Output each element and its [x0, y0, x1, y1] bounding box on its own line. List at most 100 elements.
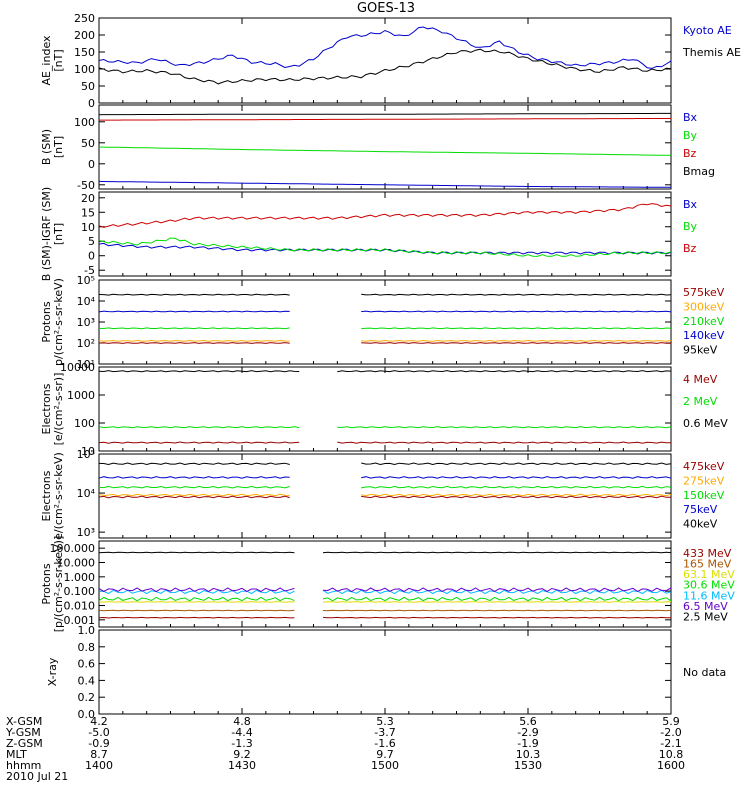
- footer-value: -0.9: [88, 737, 109, 750]
- footer-value: 9.7: [376, 748, 394, 761]
- y-tick-label: 0: [88, 250, 95, 263]
- series-line-30-6-mev: [98, 596, 672, 602]
- footer-value: 5.9: [662, 715, 680, 728]
- footer-date: 2010 Jul 21: [6, 770, 68, 783]
- y-tick-label: 100.000: [50, 542, 96, 555]
- footer-row-label: X-GSM: [6, 715, 42, 728]
- series-line-575kev: [98, 342, 671, 344]
- legend-label: 475keV: [683, 460, 725, 473]
- y-tick-label: 0.4: [78, 674, 96, 687]
- y-tick-label: 0.010: [64, 600, 96, 613]
- footer-value: 9.2: [233, 748, 251, 761]
- y-tick-label: 100: [74, 417, 95, 430]
- y-axis-label: B (SM): [40, 129, 53, 165]
- y-tick-label: 150: [74, 46, 95, 59]
- y-tick-label: 10.000: [57, 557, 96, 570]
- y-tick-label: 10⁴: [77, 295, 96, 308]
- y-tick-label: 100: [74, 116, 95, 129]
- y-tick-label: 20: [81, 192, 95, 205]
- footer-value: 10.8: [659, 748, 684, 761]
- series-line-bmag: [98, 112, 671, 116]
- y-tick-label: 10³: [77, 316, 95, 329]
- y-axis-label: [e/(cm²-s-sr)]: [52, 373, 65, 446]
- footer-value: 1500: [371, 759, 399, 772]
- panel-frame: [98, 366, 672, 452]
- panel-frame: [98, 191, 672, 277]
- y-tick-label: 15: [81, 206, 95, 219]
- y-axis-label: [p/(cm²-s-sr-keV)]: [52, 536, 65, 633]
- legend-label: Bx: [683, 111, 698, 124]
- y-tick-label: 1000: [67, 389, 95, 402]
- footer-value: -5.0: [88, 726, 109, 739]
- footer-value: 8.7: [90, 748, 108, 761]
- series-line-75kev: [98, 476, 672, 479]
- series-line-210kev: [98, 327, 672, 330]
- y-tick-label: 10³: [77, 526, 95, 539]
- series-line-95kev: [98, 293, 672, 296]
- series-line-165-mev: [98, 609, 672, 612]
- footer-value: 10.3: [516, 748, 541, 761]
- y-axis-label: B (SM)-IGRF (SM): [40, 187, 53, 281]
- footer-row-label: Y-GSM: [5, 726, 41, 739]
- legend-label: 40keV: [683, 518, 718, 531]
- legend-label: 140keV: [683, 329, 725, 342]
- y-axis-label: [nT]: [52, 136, 65, 158]
- footer-value: -2.0: [660, 726, 681, 739]
- legend-label: Kyoto AE: [683, 24, 732, 37]
- y-tick-label: 100: [74, 63, 95, 76]
- footer-value: 1400: [85, 759, 113, 772]
- y-tick-label: 10000: [60, 361, 95, 374]
- legend-label: 6.5 MeV: [683, 600, 728, 613]
- legend-label: 4 MeV: [683, 373, 718, 386]
- footer-value: 1600: [657, 759, 685, 772]
- series-line-475kev: [98, 495, 671, 499]
- panel-5: 10 100 1000 10000 Electrons [e/(cm²-s-sr)] 4 M…: [40, 361, 728, 458]
- panel-frame: [98, 629, 672, 715]
- panel-frame: [98, 279, 672, 365]
- legend-label: Bx: [683, 198, 698, 211]
- y-tick-label: 10⁴: [77, 487, 96, 500]
- legend-label: 63.1 MeV: [683, 568, 735, 581]
- y-axis-label: Electrons: [40, 383, 53, 434]
- y-tick-label: 0.100: [64, 585, 96, 598]
- legend-label: Bz: [683, 147, 697, 160]
- y-tick-label: 10: [81, 221, 95, 234]
- series-line-0-6-mev: [98, 370, 672, 373]
- legend-label: 433 MeV: [683, 547, 732, 560]
- footer-value: -1.6: [374, 737, 395, 750]
- y-axis-label: e/(cm²-s-sr-keV): [52, 452, 65, 540]
- legend-label: 30.6 MeV: [683, 579, 735, 592]
- series-line-150kev: [98, 485, 672, 489]
- y-tick-label: 0: [88, 158, 95, 171]
- legend-label: 165 MeV: [683, 558, 732, 571]
- y-axis-label: Electrons: [40, 470, 53, 521]
- footer-value: 4.8: [233, 715, 251, 728]
- legend-label: 150keV: [683, 489, 725, 502]
- y-tick-label: 10²: [77, 337, 95, 350]
- legend-label: By: [683, 220, 698, 233]
- footer-value: 5.6: [519, 715, 537, 728]
- y-tick-label: 0.8: [78, 641, 96, 654]
- series-line-4-mev: [98, 441, 671, 444]
- panel-frame: [98, 104, 672, 190]
- series-line-2-5-mev: [98, 551, 672, 554]
- series-line-bx: [98, 242, 672, 255]
- series-line-by: [98, 146, 672, 156]
- series-line-63-1-mev: [98, 601, 672, 603]
- legend-label: 0.6 MeV: [683, 417, 728, 430]
- series-line-6-5-mev: [98, 587, 672, 593]
- legend-label: 2.5 MeV: [683, 610, 728, 623]
- y-tick-label: 10⁵: [77, 274, 95, 287]
- series-line-kyoto-ae: [98, 26, 672, 69]
- y-tick-label: 1.000: [64, 571, 96, 584]
- y-tick-label: 200: [74, 29, 95, 42]
- series-line-2-mev: [98, 426, 672, 429]
- series-line-275kev: [98, 493, 672, 497]
- chart-title: GOES-13: [357, 1, 415, 16]
- no-data-label: No data: [683, 666, 726, 679]
- y-tick-label: 0.001: [64, 614, 96, 627]
- y-tick-label: 50: [81, 137, 95, 150]
- legend-label: 300keV: [683, 300, 725, 313]
- series-line-bz: [99, 117, 672, 121]
